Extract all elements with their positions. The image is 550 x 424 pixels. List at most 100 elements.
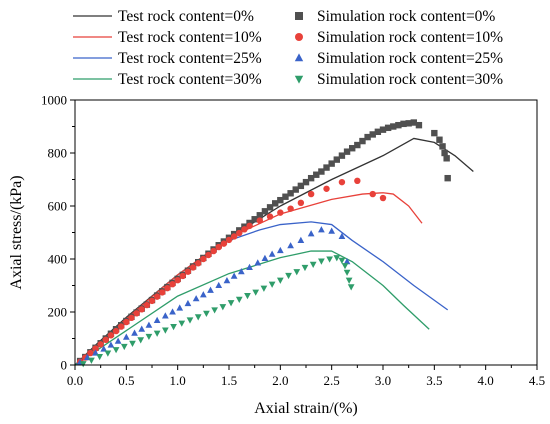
data-point (436, 136, 443, 143)
data-point (343, 148, 351, 155)
data-point (236, 229, 243, 237)
data-point (379, 194, 387, 202)
data-point (379, 126, 387, 133)
data-point (333, 156, 340, 163)
data-point (297, 199, 305, 207)
legend: Test rock content=0% Test rock content=1… (73, 8, 503, 88)
data-point (192, 295, 200, 302)
data-point (186, 317, 194, 324)
x-tick-label: 2.0 (272, 373, 288, 388)
data-point (79, 361, 87, 368)
legend-entry-sim-25: Simulation rock content=25% (294, 50, 503, 67)
data-point (112, 347, 120, 354)
data-point (241, 226, 248, 233)
data-point (178, 320, 186, 327)
data-point (219, 304, 227, 311)
data-point (97, 341, 104, 348)
data-point (237, 268, 245, 275)
data-point (323, 185, 330, 192)
data-point (96, 353, 103, 361)
legend-label-sim-0: Simulation rock content=0% (317, 8, 495, 25)
data-point (307, 230, 315, 237)
data-point (431, 129, 438, 137)
data-point (133, 310, 140, 317)
data-point (223, 277, 231, 284)
legend-marker (294, 53, 304, 62)
data-point (307, 174, 315, 182)
data-point (246, 222, 253, 230)
data-point (200, 255, 207, 263)
data-point (277, 209, 284, 216)
y-tick-label: 600 (48, 199, 68, 214)
data-point (369, 190, 376, 198)
y-tick-label: 0 (61, 358, 68, 373)
data-point (260, 285, 268, 292)
data-point (184, 268, 192, 275)
data-point (256, 212, 263, 219)
data-point (254, 259, 262, 266)
data-point (251, 216, 258, 223)
data-point (92, 345, 99, 352)
data-point (266, 204, 274, 211)
data-point (112, 327, 120, 335)
data-point (276, 277, 284, 284)
data-point (230, 233, 238, 240)
data-point (318, 226, 325, 233)
data-point (268, 250, 276, 257)
data-point (137, 337, 145, 344)
x-tick-label: 2.5 (324, 373, 340, 388)
series-points-5 (76, 177, 387, 366)
data-point (143, 301, 151, 309)
data-point (179, 272, 186, 280)
data-point (227, 300, 235, 307)
data-point (345, 277, 353, 284)
data-point (169, 308, 176, 315)
data-point (164, 284, 171, 292)
data-point (131, 329, 138, 336)
data-point (307, 190, 315, 198)
data-point (374, 128, 382, 135)
data-point (285, 272, 292, 280)
legend-label-sim-10: Simulation rock content=10% (317, 29, 503, 46)
data-point (313, 171, 320, 178)
data-point (338, 232, 346, 240)
data-point (354, 177, 361, 185)
data-point (230, 272, 238, 279)
legend-label-test-30: Test rock content=30% (118, 71, 262, 88)
data-point (184, 299, 192, 307)
data-point (395, 121, 402, 129)
series-points-6 (76, 226, 351, 365)
data-point (268, 281, 276, 288)
data-point (282, 193, 289, 200)
data-point (326, 256, 333, 263)
legend-swatch-sim-25 (294, 53, 304, 62)
data-point (301, 264, 309, 272)
data-point (246, 263, 253, 271)
data-point (256, 217, 263, 224)
plot-frame (74, 99, 538, 366)
data-point (338, 178, 346, 186)
data-point (194, 314, 202, 321)
data-point (225, 236, 233, 244)
legend-label-sim-25: Simulation rock content=25% (317, 50, 503, 67)
data-point (287, 190, 294, 197)
data-point (102, 336, 110, 344)
x-tick-label: 1.0 (170, 373, 186, 388)
data-point (343, 269, 351, 276)
data-point (215, 243, 222, 251)
data-point (114, 337, 122, 344)
data-point (189, 264, 197, 271)
data-point (323, 164, 330, 171)
data-point (235, 296, 243, 303)
data-point (159, 289, 166, 296)
data-point (128, 314, 135, 322)
data-point (359, 137, 366, 145)
legend-entry-sim-0: Simulation rock content=0% (295, 8, 495, 25)
legend-label-test-10: Test rock content=10% (118, 29, 262, 46)
data-point (261, 254, 269, 262)
legend-marker (295, 33, 303, 41)
data-point (364, 133, 371, 141)
data-point (252, 289, 260, 296)
data-point (318, 258, 325, 265)
